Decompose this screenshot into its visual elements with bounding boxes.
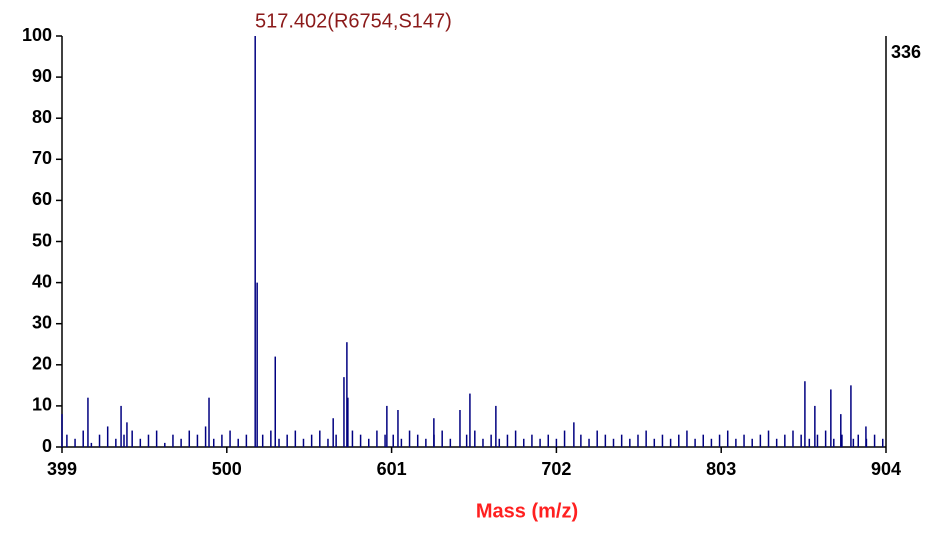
x-tick-label: 803: [706, 459, 736, 479]
y-tick-label: 40: [32, 271, 52, 291]
y-tick-label: 10: [32, 395, 52, 415]
y-tick-label: 20: [32, 354, 52, 374]
y-tick-label: 90: [32, 66, 52, 86]
x-tick-label: 904: [871, 459, 901, 479]
x-tick-label: 702: [541, 459, 571, 479]
y-tick-label: 0: [42, 436, 52, 456]
x-tick-label: 601: [377, 459, 407, 479]
right-axis-label: 336: [891, 42, 921, 62]
y-tick-label: 80: [32, 107, 52, 127]
x-axis-title: Mass (m/z): [476, 500, 578, 522]
y-tick-label: 30: [32, 312, 52, 332]
x-tick-label: 500: [212, 459, 242, 479]
y-tick-label: 50: [32, 230, 52, 250]
y-tick-label: 60: [32, 189, 52, 209]
x-tick-label: 399: [47, 459, 77, 479]
peak-annotation: 517.402(R6754,S147): [255, 10, 452, 32]
y-tick-label: 100: [22, 25, 52, 45]
y-tick-label: 70: [32, 148, 52, 168]
